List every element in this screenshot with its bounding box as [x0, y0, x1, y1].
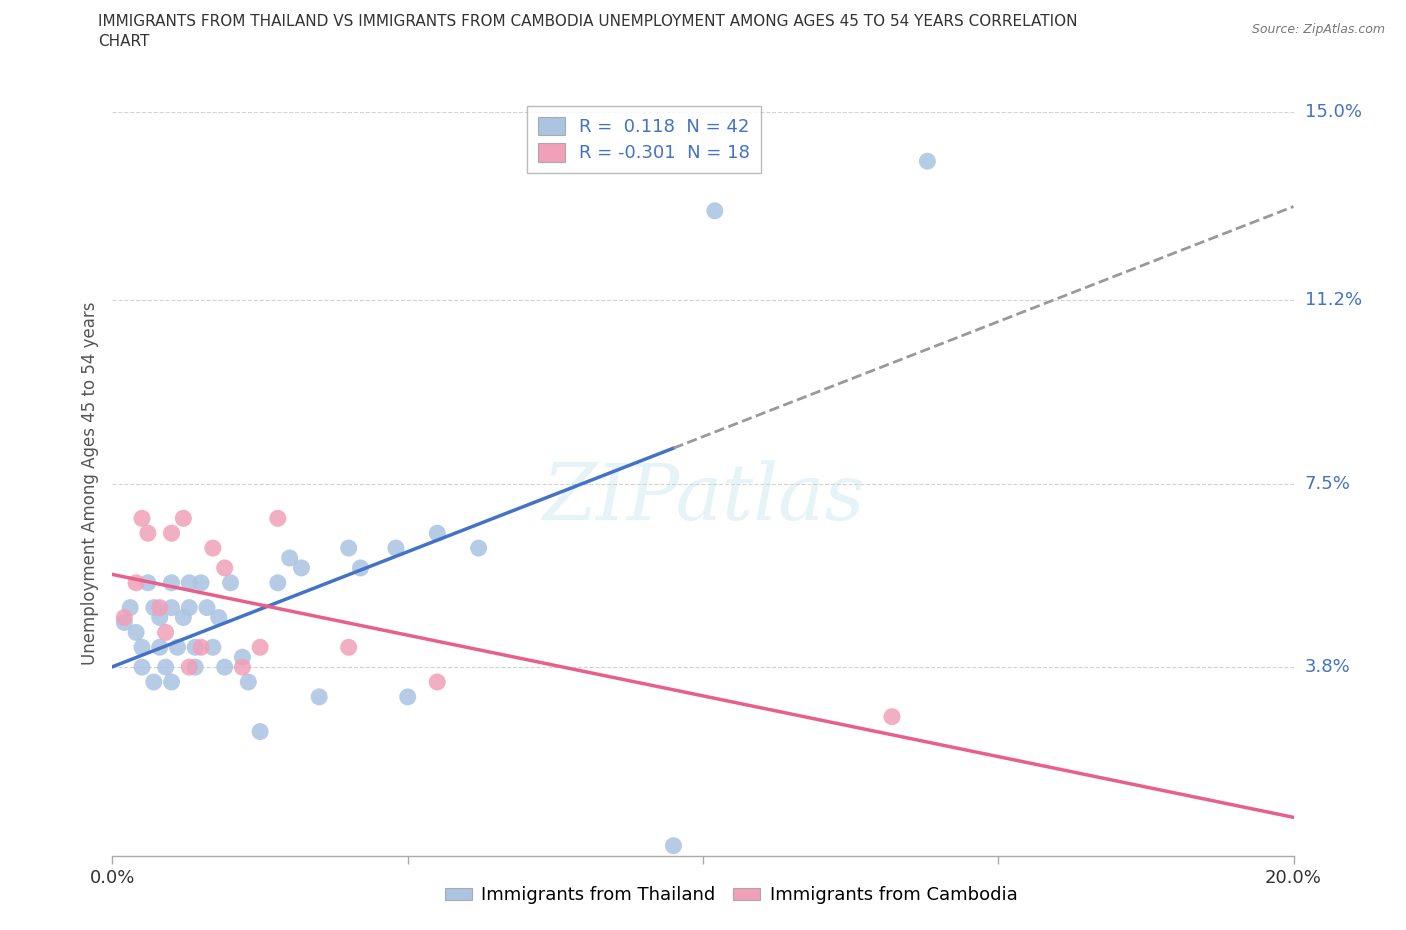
Point	[160, 674, 183, 689]
Point	[208, 610, 231, 625]
Legend: R =  0.118  N = 42, R = -0.301  N = 18: R = 0.118 N = 42, R = -0.301 N = 18	[527, 106, 761, 173]
Point	[184, 640, 207, 655]
Text: CHART: CHART	[98, 34, 150, 49]
Y-axis label: Unemployment Among Ages 45 to 54 years: Unemployment Among Ages 45 to 54 years	[80, 302, 98, 665]
Point	[136, 525, 159, 540]
Point	[120, 600, 142, 615]
Point	[337, 540, 360, 555]
Point	[184, 659, 207, 674]
Point	[131, 640, 153, 655]
Point	[308, 689, 330, 704]
Point	[238, 674, 260, 689]
Point	[142, 600, 165, 615]
Point	[426, 525, 449, 540]
Point	[142, 674, 165, 689]
Point	[278, 551, 301, 565]
Point	[131, 511, 153, 525]
Text: Source: ZipAtlas.com: Source: ZipAtlas.com	[1251, 23, 1385, 36]
Point	[155, 659, 177, 674]
Point	[396, 689, 419, 704]
Text: 15.0%: 15.0%	[1305, 102, 1361, 121]
Point	[172, 610, 194, 625]
Point	[201, 540, 224, 555]
Point	[917, 153, 939, 168]
Point	[349, 561, 371, 576]
Point	[190, 576, 212, 591]
Point	[166, 640, 188, 655]
Point	[179, 600, 201, 615]
Point	[149, 640, 172, 655]
Text: IMMIGRANTS FROM THAILAND VS IMMIGRANTS FROM CAMBODIA UNEMPLOYMENT AMONG AGES 45 : IMMIGRANTS FROM THAILAND VS IMMIGRANTS F…	[98, 14, 1078, 29]
Point	[179, 659, 201, 674]
Point	[195, 600, 218, 615]
Point	[219, 576, 242, 591]
Text: ZIPatlas: ZIPatlas	[541, 460, 865, 537]
Point	[179, 576, 201, 591]
Point	[231, 659, 253, 674]
Point	[214, 561, 236, 576]
Point	[880, 710, 903, 724]
Text: 3.8%: 3.8%	[1305, 658, 1350, 676]
Point	[131, 659, 153, 674]
Point	[112, 615, 135, 630]
Point	[136, 576, 159, 591]
Point	[467, 540, 489, 555]
Point	[112, 610, 135, 625]
Point	[385, 540, 408, 555]
Point	[155, 625, 177, 640]
Point	[267, 511, 290, 525]
Point	[172, 511, 194, 525]
Point	[703, 204, 725, 219]
Point	[160, 525, 183, 540]
Point	[337, 640, 360, 655]
Text: 11.2%: 11.2%	[1305, 291, 1362, 309]
Point	[160, 576, 183, 591]
Point	[214, 659, 236, 674]
Point	[231, 650, 253, 665]
Point	[267, 576, 290, 591]
Point	[249, 724, 271, 739]
Point	[201, 640, 224, 655]
Point	[160, 600, 183, 615]
Legend: Immigrants from Thailand, Immigrants from Cambodia: Immigrants from Thailand, Immigrants fro…	[437, 879, 1025, 911]
Point	[149, 600, 172, 615]
Point	[125, 576, 148, 591]
Point	[190, 640, 212, 655]
Point	[149, 610, 172, 625]
Point	[426, 674, 449, 689]
Point	[125, 625, 148, 640]
Point	[662, 838, 685, 853]
Point	[249, 640, 271, 655]
Point	[290, 561, 312, 576]
Text: 7.5%: 7.5%	[1305, 474, 1351, 493]
